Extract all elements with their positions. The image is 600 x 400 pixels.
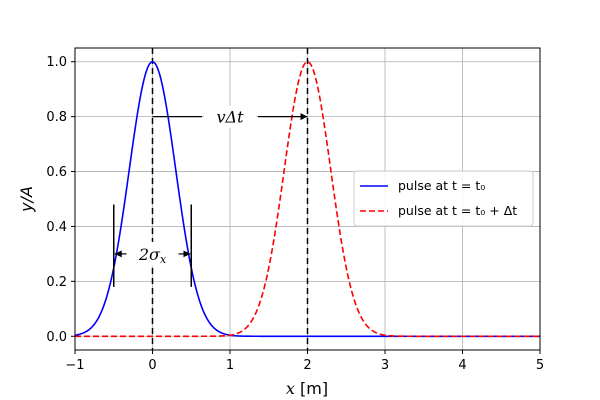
x-tick-label: 2 [303, 358, 311, 373]
shift-label-background [204, 105, 256, 128]
annotations: vΔt 2σx [113, 105, 308, 287]
y-tick-label: 0.0 [46, 330, 67, 345]
legend: pulse at t = t₀ pulse at t = t₀ + Δt [353, 170, 534, 227]
legend-box [353, 170, 534, 227]
y-axis-label: y/A [17, 186, 36, 213]
x-axis-label: x [m] [286, 379, 328, 398]
y-tick-label: 0.6 [46, 165, 67, 180]
series-lines [75, 60, 540, 338]
x-tick-label: 5 [536, 358, 544, 373]
width-label-background [128, 241, 177, 266]
legend-label-pulse-t0-dt: pulse at t = t₀ + Δt [398, 203, 517, 218]
y-tick-label: 0.2 [46, 275, 67, 290]
y-tick-label: 0.4 [46, 220, 67, 235]
x-tick-label: 4 [458, 358, 466, 373]
legend-label-pulse-t0: pulse at t = t₀ [398, 178, 485, 193]
x-tick-label: 0 [148, 358, 156, 373]
x-tick-label: 3 [381, 358, 389, 373]
y-tick-label: 1.0 [46, 55, 67, 70]
vertical-guide-lines [151, 48, 309, 350]
pulse-line-t0-plus-dt [75, 60, 540, 338]
axis-ticks: −1 0 1 2 3 4 5 0.0 0.2 0.4 0.6 0.8 1.0 [46, 55, 544, 373]
x-tick-label: 1 [226, 358, 234, 373]
shift-label: vΔt [216, 108, 244, 127]
width-label: 2σx [138, 245, 167, 266]
y-tick-label: 0.8 [46, 110, 67, 125]
x-tick-label: −1 [65, 358, 84, 373]
